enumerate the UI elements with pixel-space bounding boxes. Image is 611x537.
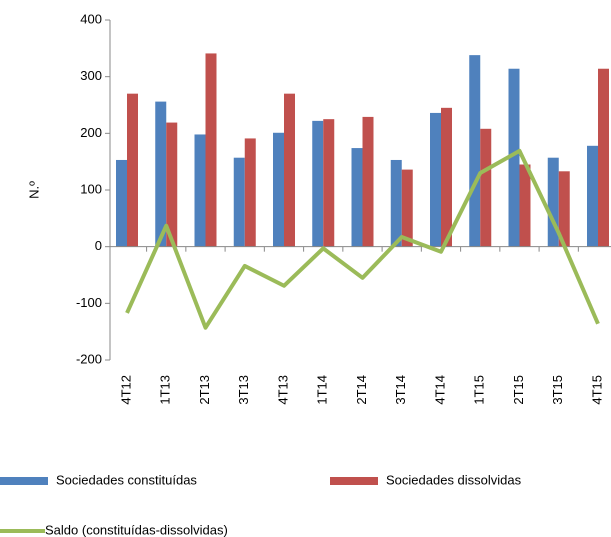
bar [351, 148, 363, 247]
bar [587, 145, 598, 247]
bar [116, 159, 127, 247]
y-tick-label: -100 [76, 295, 102, 310]
x-tick-label: 3T15 [550, 375, 565, 405]
bar [401, 169, 413, 247]
x-tick-label: 4T14 [432, 375, 447, 405]
y-tick-label: 100 [80, 181, 102, 196]
x-tick-label: 2T15 [511, 375, 526, 405]
bar [284, 93, 295, 247]
bar [430, 112, 441, 247]
bar [390, 159, 402, 247]
bar [312, 120, 324, 247]
x-tick-label: 1T15 [472, 375, 487, 405]
y-tick-label: 300 [80, 68, 102, 83]
bar [441, 107, 452, 247]
bar [547, 157, 559, 247]
bar [194, 134, 206, 247]
y-tick-label: -200 [76, 351, 102, 366]
legend-label: Saldo (constituídas-dissolvidas) [45, 522, 228, 537]
bar [205, 53, 217, 247]
x-tick-label: 2T13 [197, 375, 212, 405]
line [125, 148, 600, 330]
y-tick-label: 200 [80, 125, 102, 140]
x-tick-label: 3T13 [236, 375, 251, 405]
bar [558, 171, 570, 247]
legend-swatch [330, 477, 378, 485]
x-tick-label: 1T13 [158, 375, 173, 405]
y-tick-label: 400 [80, 11, 102, 26]
x-tick-label: 4T13 [275, 375, 290, 405]
x-tick-label: 4T15 [589, 375, 604, 405]
x-tick-label: 2T14 [354, 375, 369, 405]
bar [273, 132, 284, 247]
bar [323, 119, 335, 247]
legend-swatch [0, 477, 48, 485]
x-tick-label: 3T14 [393, 375, 408, 405]
bar [469, 55, 481, 247]
bar [519, 164, 531, 247]
legend-label: Sociedades dissolvidas [386, 472, 522, 487]
bar [508, 68, 520, 247]
y-axis-label: N.º [26, 181, 41, 199]
bar [127, 93, 138, 247]
x-tick-label: 1T14 [315, 375, 330, 405]
bar [598, 68, 609, 247]
y-tick-label: 0 [95, 238, 102, 253]
bar [166, 122, 178, 247]
legend-label: Sociedades constituídas [56, 472, 197, 487]
bar [480, 128, 492, 247]
bar [244, 138, 256, 247]
x-tick-label: 4T12 [118, 375, 133, 405]
bar [155, 101, 167, 247]
bar [233, 157, 245, 247]
bar [362, 116, 374, 247]
